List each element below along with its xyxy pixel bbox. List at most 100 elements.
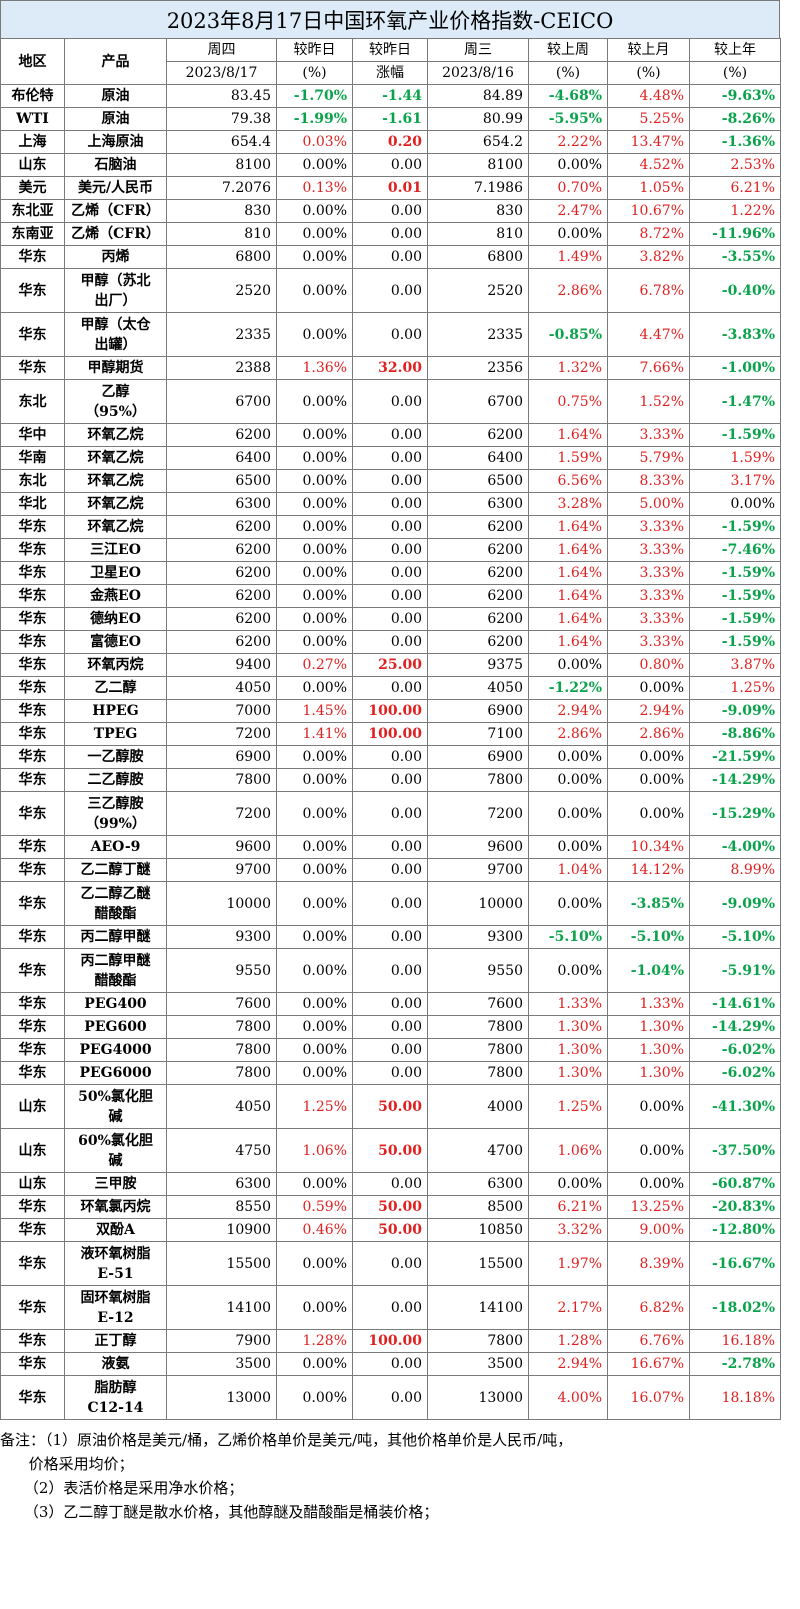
header-wed: 周三: [427, 38, 529, 62]
day-change-pct-cell: 1.41%: [276, 722, 353, 746]
month-change-cell: 1.30%: [607, 1061, 690, 1085]
wed-price-cell: 7800: [427, 1061, 529, 1085]
year-change-cell: -21.59%: [689, 745, 781, 769]
header-region: 地区: [0, 38, 65, 85]
month-change-cell: 0.00%: [607, 768, 690, 792]
product-name: 乙二醇乙醚: [80, 885, 151, 902]
year-change-cell: -1.59%: [689, 630, 781, 654]
table-row: 华东 TPEG 7200 1.41% 100.00 7100 2.86% 2.86% -8.86…: [0, 722, 781, 746]
day-change-pct-cell: 0.00%: [276, 881, 353, 926]
table-row: 华东 甲醇（太仓 出罐） 2335 0.00% 0.00 2335 -0.85% 4.47% -3…: [0, 312, 781, 357]
day-change-pct-cell: 0.00%: [276, 1352, 353, 1376]
note-line: 价格采用均价；: [0, 1455, 134, 1473]
thu-price-cell: 6200: [166, 584, 277, 608]
month-change-cell: 6.78%: [607, 268, 690, 313]
day-change-amt-cell: 0.00: [352, 153, 428, 177]
product-cell: TPEG: [64, 722, 167, 746]
thu-price-cell: 13000: [166, 1375, 277, 1420]
day-change-pct-cell: 0.00%: [276, 1038, 353, 1062]
product-name-line2: E-51: [97, 1265, 134, 1282]
month-change-cell: 16.67%: [607, 1352, 690, 1376]
day-change-amt-cell: 0.00: [352, 1241, 428, 1286]
day-change-amt-cell: 100.00: [352, 699, 428, 723]
day-change-amt-cell: 50.00: [352, 1128, 428, 1173]
week-change-cell: 0.00%: [528, 153, 608, 177]
month-change-cell: 0.80%: [607, 653, 690, 677]
product-name: 甲醇（苏北: [80, 272, 151, 289]
region-cell: 华东: [0, 1285, 65, 1330]
thu-price-cell: 15500: [166, 1241, 277, 1286]
year-change-cell: 1.22%: [689, 199, 781, 223]
region-cell: 华东: [0, 858, 65, 882]
year-change-cell: 1.59%: [689, 446, 781, 470]
day-change-amt-cell: 0.00: [352, 858, 428, 882]
table-row: 东北 环氧乙烷 6500 0.00% 0.00 6500 6.56% 8.33% 3.17%: [0, 469, 781, 493]
thu-price-cell: 7000: [166, 699, 277, 723]
region-cell: 华东: [0, 745, 65, 769]
day-change-amt-cell: 100.00: [352, 1329, 428, 1353]
thu-price-cell: 6200: [166, 630, 277, 654]
product-cell: 环氧乙烷: [64, 515, 167, 539]
day-change-pct-cell: 0.00%: [276, 153, 353, 177]
wed-price-cell: 654.2: [427, 130, 529, 154]
year-change-cell: 0.00%: [689, 492, 781, 516]
table-row: 华东 甲醇（苏北 出厂） 2520 0.00% 0.00 2520 2.86% 6.78% -0.…: [0, 268, 781, 313]
product-cell: 50%氯化胆碱: [64, 1084, 167, 1129]
product-name: 60%氯化胆: [78, 1132, 153, 1149]
price-table-body: 布伦特 原油 83.45 -1.70% -1.44 84.89 -4.68% 4.48% -9.…: [0, 84, 781, 1420]
region-cell: 山东: [0, 1172, 65, 1196]
product-name: 环氧氯丙烷: [80, 1199, 151, 1215]
region-cell: 华东: [0, 1218, 65, 1242]
day-change-pct-cell: 0.00%: [276, 992, 353, 1016]
product-name-line2: （95%）: [85, 403, 146, 420]
table-row: 华南 环氧乙烷 6400 0.00% 0.00 6400 1.59% 5.79% 1.59%: [0, 446, 781, 470]
wed-price-cell: 2356: [427, 356, 529, 380]
product-cell: AEO-9: [64, 835, 167, 859]
region-cell: 华东: [0, 312, 65, 357]
product-name: 液环氧树脂: [80, 1245, 151, 1262]
table-row: 华东 丙二醇甲醚 醋酸酯 9550 0.00% 0.00 9550 0.00% -1.04% -5…: [0, 948, 781, 993]
region-cell: 华东: [0, 268, 65, 313]
week-change-cell: 1.32%: [528, 356, 608, 380]
day-change-amt-cell: 100.00: [352, 722, 428, 746]
day-change-amt-cell: 50.00: [352, 1218, 428, 1242]
week-change-cell: 1.30%: [528, 1038, 608, 1062]
table-row: 华北 环氧乙烷 6300 0.00% 0.00 6300 3.28% 5.00% 0.00%: [0, 492, 781, 516]
product-cell: 原油: [64, 107, 167, 131]
month-change-cell: 13.47%: [607, 130, 690, 154]
month-change-cell: 1.52%: [607, 379, 690, 424]
product-name: 原油: [101, 88, 130, 104]
week-change-cell: -4.68%: [528, 84, 608, 108]
day-change-amt-cell: 32.00: [352, 356, 428, 380]
year-change-cell: -5.91%: [689, 948, 781, 993]
thu-price-cell: 2520: [166, 268, 277, 313]
header-year-unit: (%): [689, 61, 781, 85]
week-change-cell: -0.85%: [528, 312, 608, 357]
day-change-amt-cell: 0.00: [352, 245, 428, 269]
product-cell: 金燕EO: [64, 584, 167, 608]
product-name: 正丁醇: [94, 1333, 137, 1349]
region-cell: 华北: [0, 492, 65, 516]
header-chg-pct-unit: (%): [276, 61, 353, 85]
thu-price-cell: 7600: [166, 992, 277, 1016]
region-cell: 华东: [0, 1015, 65, 1039]
day-change-pct-cell: 0.00%: [276, 948, 353, 993]
product-cell: PEG400: [64, 992, 167, 1016]
table-row: 华东 乙二醇丁醚 9700 0.00% 0.00 9700 1.04% 14.12% 8.99%: [0, 858, 781, 882]
day-change-pct-cell: 0.00%: [276, 222, 353, 246]
day-change-amt-cell: 0.20: [352, 130, 428, 154]
product-name: HPEG: [92, 703, 139, 719]
month-change-cell: 10.34%: [607, 835, 690, 859]
day-change-pct-cell: 0.00%: [276, 199, 353, 223]
product-name: 石脑油: [94, 157, 137, 173]
product-name: 德纳EO: [90, 611, 141, 627]
day-change-amt-cell: 0.00: [352, 492, 428, 516]
day-change-amt-cell: 0.00: [352, 1172, 428, 1196]
day-change-amt-cell: 0.00: [352, 538, 428, 562]
year-change-cell: -1.00%: [689, 356, 781, 380]
table-row: 华东 PEG600 7800 0.00% 0.00 7800 1.30% 1.30% -14.2…: [0, 1015, 781, 1039]
table-row: 华东 脂肪醇 C12-14 13000 0.00% 0.00 13000 4.00% 16.07…: [0, 1375, 781, 1420]
region-cell: 华东: [0, 768, 65, 792]
region-cell: 华中: [0, 423, 65, 447]
region-cell: 华南: [0, 446, 65, 470]
